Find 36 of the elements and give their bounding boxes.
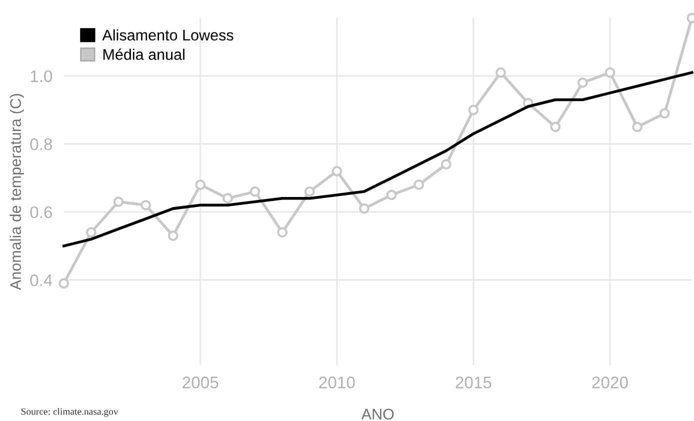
source-note: Source: climate.nasa.gov [21,408,118,417]
point [468,104,479,116]
point [332,166,342,176]
point [250,186,260,197]
y-tick-label: 1.0 [30,70,52,82]
point [414,180,424,190]
y-axis-title: Anomalia de temperatura (C) [10,94,24,290]
point [577,78,588,88]
point [304,186,315,197]
x-tick-label: 2005 [182,376,218,388]
point [222,193,233,204]
line-series [62,71,694,248]
y-tick-label: 0.4 [30,274,52,286]
x-axis-title: ANO [361,408,394,420]
point [359,203,370,214]
point [277,227,288,238]
point [604,67,616,78]
legend-label: Média anual [103,48,184,60]
point [632,122,643,132]
point [168,230,178,241]
x-tick-label: 2010 [319,376,355,388]
x-tick-label: 2020 [592,376,628,388]
y-tick-label: 0.6 [30,206,52,218]
point [86,227,96,238]
x-tick-label: 2015 [456,376,492,388]
point [440,159,452,170]
point [659,108,670,119]
point [58,278,70,289]
point [386,190,397,200]
point [140,200,151,210]
point [550,122,561,132]
point [113,196,124,207]
y-tick-label: 0.8 [30,138,52,150]
point [195,180,206,190]
legend-label: Alisamento Lowess [102,29,234,41]
point [496,67,506,78]
